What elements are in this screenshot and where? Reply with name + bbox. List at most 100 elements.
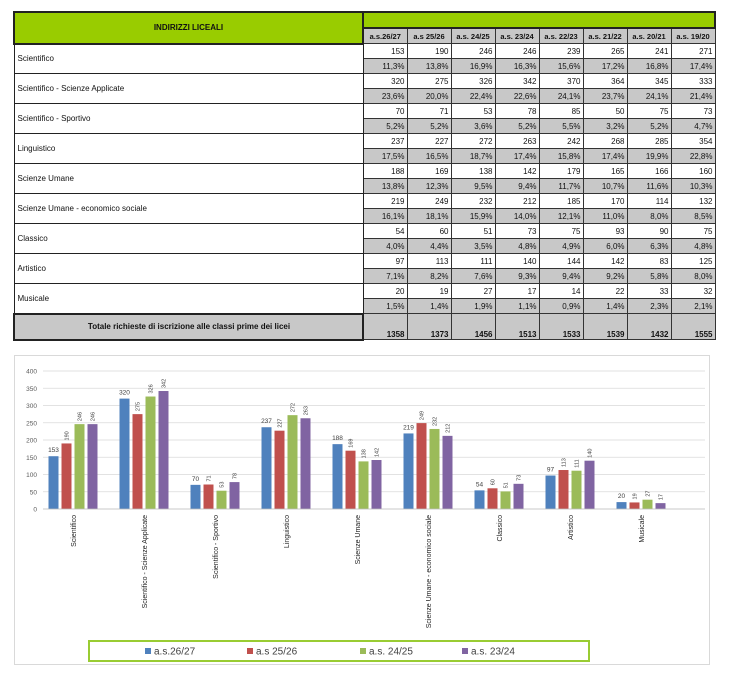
table-row: Scienze Umane - economico sociale 219 249 2…: [13, 193, 716, 224]
count-cell: 19: [406, 283, 452, 299]
percent-cell: 1,1%: [494, 298, 540, 314]
data-label: 54: [476, 481, 484, 488]
data-label: 51: [504, 482, 510, 488]
bar: [74, 424, 85, 509]
count-cell: 219: [362, 193, 408, 209]
count-cell: 93: [582, 223, 628, 239]
percent-cell: 7,1%: [362, 268, 408, 284]
count-cell: 185: [538, 193, 584, 209]
x-tick-label: Scientifico: [71, 515, 78, 547]
table-row: Classico 54 60 51 73 75 93 90 75: [13, 223, 716, 254]
count-cell: 345: [626, 73, 672, 89]
count-cell: 170: [582, 193, 628, 209]
bar: [132, 414, 143, 509]
data-label: 326: [149, 384, 155, 393]
data-label: 97: [547, 467, 555, 474]
data-label: 73: [517, 475, 523, 481]
legend-label: a.s 25/26: [256, 647, 298, 658]
percent-cell: 24,1%: [626, 88, 672, 104]
total-cell: 1358: [362, 313, 408, 340]
count-cell: 246: [450, 43, 496, 59]
x-tick-label: Classico: [497, 515, 504, 542]
bar: [487, 488, 498, 509]
bar: [558, 470, 569, 509]
percent-cell: 9,3%: [494, 268, 540, 284]
percent-cell: 18,1%: [406, 208, 452, 224]
count-cell: 144: [538, 253, 584, 269]
percent-cell: 4,8%: [494, 238, 540, 254]
percent-cell: 8,0%: [626, 208, 672, 224]
count-cell: 27: [450, 283, 496, 299]
percent-cell: 20,0%: [406, 88, 452, 104]
bar: [629, 502, 640, 509]
count-cell: 50: [582, 103, 628, 119]
y-tick-label: 250: [26, 420, 37, 427]
percent-cell: 11,7%: [538, 178, 584, 194]
bar: [429, 428, 440, 509]
data-label: 20: [618, 493, 626, 500]
x-tick-label: Scienze Umane: [355, 515, 362, 565]
count-cell: 14: [538, 283, 584, 299]
count-cell: 241: [626, 43, 672, 59]
count-cell: 70: [362, 103, 408, 119]
table-row-percent: 11,3% 13,8% 16,9% 16,3% 15,6% 17,2% 16,8% 17,4%: [14, 58, 716, 74]
legend-swatch: [462, 648, 468, 654]
bar: [87, 424, 98, 509]
count-cell: 113: [406, 253, 452, 269]
total-cell: 1539: [582, 313, 628, 340]
percent-cell: 15,8%: [538, 148, 584, 164]
percent-cell: 23,6%: [362, 88, 408, 104]
bar: [48, 456, 59, 509]
data-label: 263: [304, 406, 310, 415]
bar: [190, 484, 201, 509]
column-header: a.s. 24/25: [450, 27, 496, 44]
percent-cell: 4,9%: [538, 238, 584, 254]
count-cell: 32: [670, 283, 716, 299]
bar: [442, 435, 453, 509]
total-label: Totale richieste di iscrizione alle clas…: [13, 312, 364, 341]
bar: [61, 443, 72, 509]
data-label: 19: [633, 493, 639, 499]
table-row-percent: 16,1% 18,1% 15,9% 14,0% 12,1% 11,0% 8,0% 8,5%: [14, 208, 716, 224]
count-cell: 20: [362, 283, 408, 299]
bar: [571, 470, 582, 509]
row-label: Classico: [13, 223, 364, 254]
total-row: Totale richieste di iscrizione alle clas…: [13, 312, 716, 341]
count-cell: 265: [582, 43, 628, 59]
percent-cell: 15,6%: [538, 58, 584, 74]
data-label: 78: [233, 473, 239, 479]
percent-cell: 17,4%: [582, 148, 628, 164]
bar: [513, 483, 524, 509]
percent-cell: 4,0%: [362, 238, 408, 254]
data-label: 113: [562, 458, 568, 467]
legend-label: a.s. 24/25: [369, 647, 413, 658]
data-label: 53: [220, 482, 226, 488]
data-label: 111: [575, 459, 581, 467]
x-tick-label: Scientifico - Sportivo: [213, 515, 220, 579]
percent-cell: 22,6%: [494, 88, 540, 104]
row-label: Linguistico: [13, 133, 364, 164]
count-cell: 370: [538, 73, 584, 89]
percent-cell: 22,8%: [670, 148, 716, 164]
bar: [616, 502, 627, 509]
column-header: a.s. 21/22: [582, 27, 628, 44]
percent-cell: 13,8%: [362, 178, 408, 194]
percent-cell: 3,2%: [582, 118, 628, 134]
percent-cell: 1,4%: [406, 298, 452, 314]
table-row: Scienze Umane 188 169 138 142 179 165 166 160: [13, 163, 716, 194]
percent-cell: 2,1%: [670, 298, 716, 314]
percent-cell: 1,9%: [450, 298, 496, 314]
bar: [584, 460, 595, 509]
percent-cell: 4,7%: [670, 118, 716, 134]
percent-cell: 16,5%: [406, 148, 452, 164]
count-cell: 160: [670, 163, 716, 179]
percent-cell: 16,9%: [450, 58, 496, 74]
row-label: Scienze Umane - economico sociale: [13, 193, 364, 224]
count-cell: 142: [582, 253, 628, 269]
row-label: Artistico: [13, 253, 364, 284]
bar: [300, 418, 311, 509]
count-cell: 275: [406, 73, 452, 89]
table-row: Artistico 97 113 111 140 144 142 83 125: [13, 253, 716, 284]
data-label: 70: [192, 476, 200, 483]
bar: [642, 499, 653, 509]
